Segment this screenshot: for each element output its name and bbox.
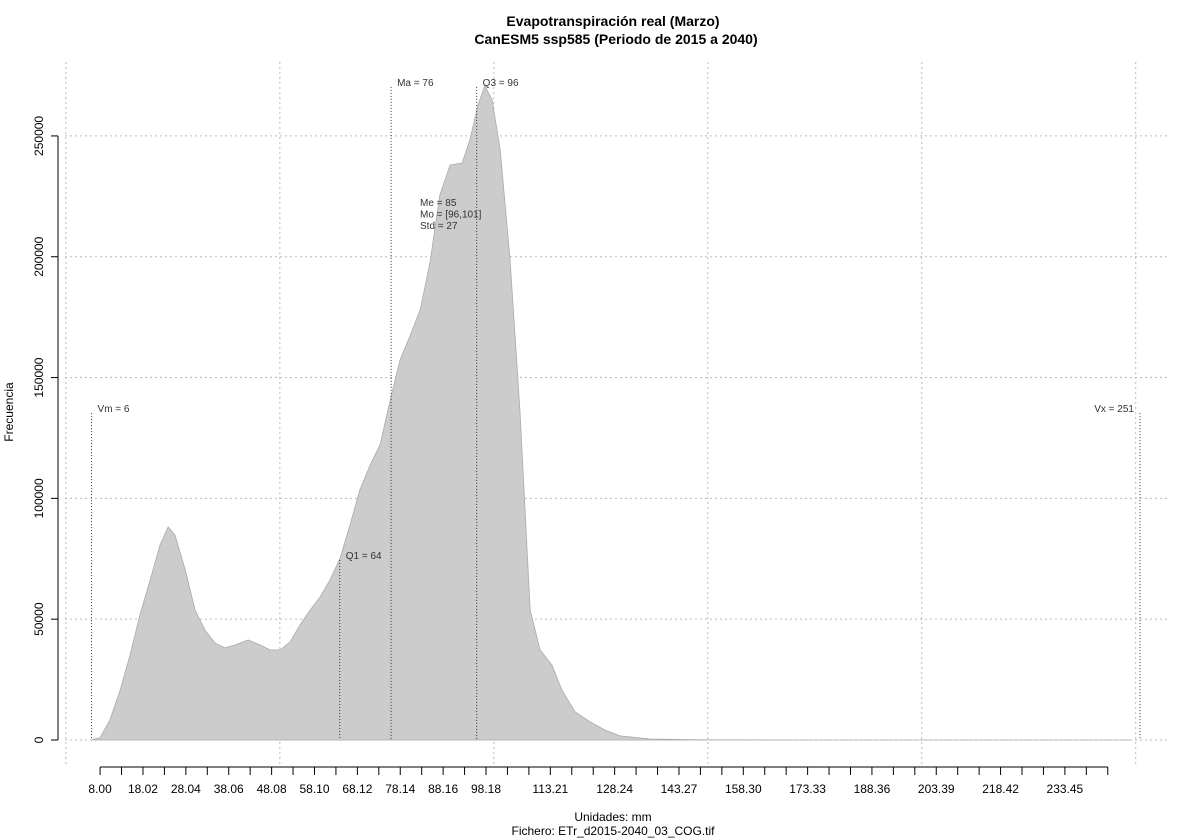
y-axis-label: Frecuencia [2, 382, 16, 442]
y-tick-label: 150000 [32, 357, 46, 397]
x-tick-label: 48.08 [257, 782, 287, 796]
x-tick-label: 98.18 [471, 782, 501, 796]
x-tick-label: 188.36 [854, 782, 891, 796]
stat-label: Me = 85 [420, 198, 457, 209]
x-tick-label: 58.10 [299, 782, 329, 796]
marker-label: Q1 = 64 [346, 551, 382, 562]
y-tick-label: 200000 [32, 236, 46, 276]
x-tick-label: 233.45 [1047, 782, 1084, 796]
y-tick-label: 0 [32, 736, 46, 743]
x-tick-label: 28.04 [171, 782, 201, 796]
marker-label: Ma = 76 [397, 78, 434, 89]
x-tick-label: 113.21 [532, 782, 568, 796]
y-tick-label: 250000 [32, 116, 46, 156]
marker-label: Vx = 251 [1094, 404, 1134, 415]
stat-label: Std = 27 [420, 221, 458, 232]
stat-label: Mo = [96,101] [420, 210, 482, 221]
x-tick-label: 203.39 [918, 782, 955, 796]
density-area [91, 84, 1131, 741]
x-tick-label: 38.06 [214, 782, 244, 796]
x-tick-label: 68.12 [342, 782, 372, 796]
x-axis-label: Unidades: mm [574, 810, 651, 824]
x-tick-label: 128.24 [596, 782, 633, 796]
x-tick-label: 8.00 [88, 782, 112, 796]
marker-label: Vm = 6 [98, 404, 130, 415]
chart-subtitle: CanESM5 ssp585 (Periodo de 2015 a 2040) [474, 31, 757, 47]
y-tick-label: 100000 [32, 478, 46, 518]
x-tick-label: 218.42 [982, 782, 1019, 796]
x-tick-label: 88.16 [428, 782, 458, 796]
caption: Fichero: ETr_d2015-2040_03_COG.tif [512, 824, 716, 838]
y-tick-label: 50000 [32, 602, 46, 636]
x-tick-label: 143.27 [661, 782, 698, 796]
x-tick-label: 158.30 [725, 782, 762, 796]
chart-title: Evapotranspiración real (Marzo) [506, 13, 719, 29]
marker-label: Q3 = 96 [483, 78, 519, 89]
x-tick-label: 78.14 [385, 782, 415, 796]
x-tick-label: 173.33 [789, 782, 826, 796]
x-tick-label: 18.02 [128, 782, 158, 796]
